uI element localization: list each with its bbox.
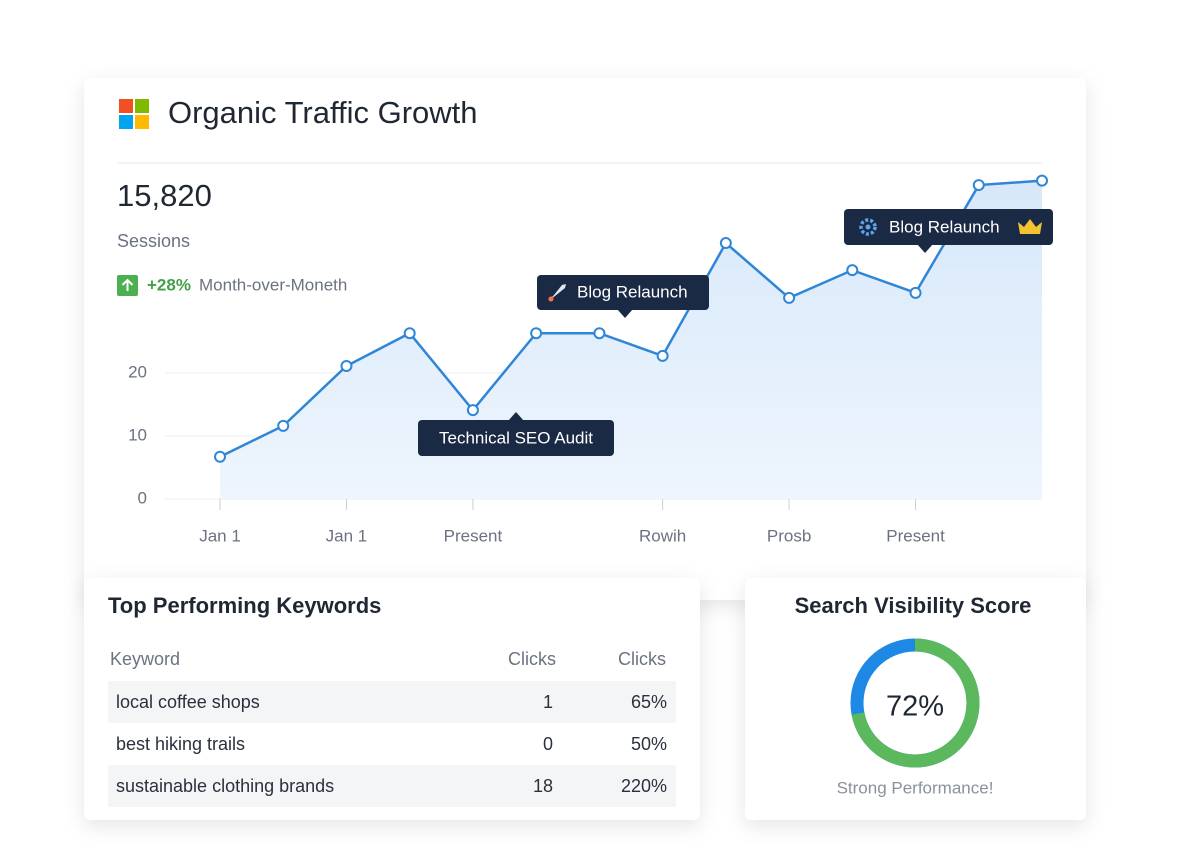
point (846, 264, 859, 277)
annotation: Blog Relaunch (537, 275, 709, 318)
annotation: Blog Relaunch (844, 209, 1053, 253)
x-tick-label: Jan 1 (199, 526, 241, 545)
keywords-title: Top Performing Keywords (108, 593, 381, 618)
cell: 220% (621, 776, 667, 796)
column-header: Clicks (618, 649, 666, 669)
gauge (850, 638, 980, 768)
area (220, 180, 1042, 499)
y-tick-label: 0 (138, 488, 147, 507)
cell: sustainable clothing brands (116, 776, 334, 796)
point (340, 359, 353, 372)
point (656, 349, 669, 362)
change-label: Month-over-Moneth (199, 275, 347, 294)
line (219, 179, 1043, 458)
annotation: Technical SEO Audit (418, 412, 614, 456)
cell: 18 (533, 776, 553, 796)
point (972, 179, 985, 192)
point (909, 286, 922, 299)
gauge-value (850, 638, 980, 768)
row-stripe (108, 765, 676, 807)
x-tick-label: Present (444, 526, 503, 545)
logo (119, 99, 149, 129)
point (277, 419, 290, 432)
x-tick-label: Jan 1 (326, 526, 368, 545)
title: Organic Traffic Growth (168, 95, 478, 130)
plot: 0 10 20 Jan 1 Jan 1 Present Rowih Prosb Present (128, 174, 1048, 545)
column-header: Clicks (508, 649, 556, 669)
point (403, 327, 416, 340)
cell: best hiking trails (116, 734, 245, 754)
visibility-title: Search Visibility Score (795, 593, 1032, 618)
row-stripe (108, 681, 676, 723)
x-tick-label: Rowih (639, 526, 686, 545)
point (530, 327, 543, 340)
point (719, 237, 732, 250)
annotation-text: Technical SEO Audit (439, 428, 593, 447)
visibility-card (745, 578, 1086, 820)
x-tick-label: Present (886, 526, 945, 545)
up-arrow (121, 278, 134, 291)
annotation-text: Blog Relaunch (577, 282, 688, 301)
point (466, 404, 479, 417)
cell: 1 (543, 692, 553, 712)
keywords-table: Keyword Clicks Clicks local coffee shops 1 65… (108, 649, 676, 807)
visibility-caption: Strong Performance! (837, 778, 994, 797)
point (783, 291, 796, 304)
cell: local coffee shops (116, 692, 260, 712)
point (1036, 174, 1048, 187)
cell: 0 (543, 734, 553, 754)
y-tick-label: 10 (128, 425, 147, 444)
annotations: Technical SEO Audit Blog Relaunch Blog R… (418, 209, 1053, 456)
cell: 50% (631, 734, 667, 754)
point (214, 450, 226, 463)
cell: 65% (631, 692, 667, 712)
y-tick-label: 20 (128, 362, 147, 381)
metric-label: Sessions (117, 231, 190, 251)
change: +28% (147, 275, 191, 294)
metric: 15,820 (117, 178, 212, 213)
column-header: Keyword (110, 649, 180, 669)
score-label: 72% (886, 691, 944, 723)
annotation-text: Blog Relaunch (889, 217, 1000, 236)
x-tick-label: Prosb (767, 526, 811, 545)
point (593, 327, 606, 340)
